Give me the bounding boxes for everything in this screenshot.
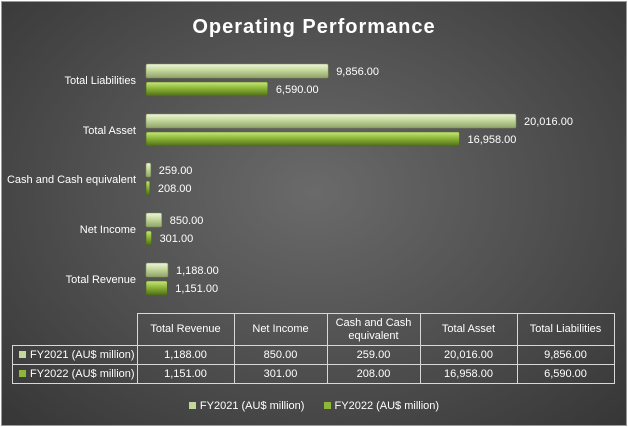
bar-fy2022: [145, 81, 269, 97]
legend-label: FY2022 (AU$ million): [334, 400, 440, 412]
data-label: 20,016.00: [524, 116, 573, 128]
category-label: Net Income: [80, 224, 136, 236]
data-label: 850.00: [170, 215, 204, 227]
legend-label: FY2021 (AU$ million): [199, 400, 305, 412]
table-cell: 1,151.00: [136, 364, 235, 384]
table-cell: 20,016.00: [419, 345, 518, 365]
data-label: 1,188.00: [176, 265, 219, 277]
category-label: Total Revenue: [66, 274, 136, 286]
legend-key-icon: [323, 402, 331, 409]
legend-key-icon: [19, 351, 26, 358]
bar-fy2021: [145, 63, 329, 79]
table-cell: 6,590.00: [516, 364, 615, 384]
data-label: 16,958.00: [467, 134, 516, 146]
table-cell: 850.00: [233, 345, 328, 365]
bar-fy2022: [145, 230, 152, 246]
header-total-revenue: Total Revenue: [136, 313, 235, 346]
table-cell: 208.00: [326, 364, 421, 384]
bar-plot: Total Revenue 1,188.00 1,151.00 Net Income 8…: [7, 63, 573, 296]
legend-item-fy2021: FY2021 (AU$ million): [188, 400, 305, 412]
data-label: 9,856.00: [336, 66, 379, 78]
legend-key-icon: [188, 402, 196, 409]
table-row: FY2021 (AU$ million) 1,188.00 850.00 259…: [12, 345, 615, 365]
row-label: FY2021 (AU$ million): [30, 349, 135, 361]
table-cell: 16,958.00: [419, 364, 518, 384]
data-label: 1,151.00: [175, 283, 218, 295]
category-label: Cash and Cash equivalent: [7, 174, 136, 186]
table-cell: 9,856.00: [516, 345, 615, 365]
table-cell: 259.00: [326, 345, 421, 365]
data-label: 6,590.00: [276, 84, 319, 96]
header-cash: Cash and Cash equivalent: [326, 313, 421, 346]
bar-fy2021: [145, 162, 152, 178]
data-table-corner: [12, 313, 138, 346]
bar-fy2022: [145, 280, 168, 296]
table-cell: 1,188.00: [136, 345, 235, 365]
data-table-header-row: Total Revenue Net Income Cash and Cash e…: [12, 313, 615, 346]
table-row: FY2022 (AU$ million) 1,151.00 301.00 208…: [12, 364, 615, 384]
data-label: 301.00: [160, 233, 194, 245]
bar-fy2022: [145, 180, 151, 196]
data-label: 208.00: [158, 183, 192, 195]
data-label: 259.00: [159, 165, 193, 177]
category-label: Total Liabilities: [64, 75, 136, 87]
legend-item-fy2022: FY2022 (AU$ million): [323, 400, 440, 412]
chart-legend: FY2021 (AU$ million) FY2022 (AU$ million…: [2, 400, 626, 412]
bar-fy2021: [145, 212, 163, 228]
chart-title: Operating Performance: [192, 16, 436, 38]
data-table: Total Revenue Net Income Cash and Cash e…: [12, 313, 615, 384]
bar-fy2021: [145, 113, 517, 129]
row-header-fy2021: FY2021 (AU$ million): [12, 345, 138, 365]
bar-fy2022: [145, 131, 460, 147]
header-total-liabilities: Total Liabilities: [516, 313, 615, 346]
legend-key-icon: [19, 370, 26, 377]
bar-fy2021: [145, 262, 169, 278]
header-total-asset: Total Asset: [419, 313, 518, 346]
row-header-fy2022: FY2022 (AU$ million): [12, 364, 138, 384]
table-cell: 301.00: [233, 364, 328, 384]
category-label: Total Asset: [83, 125, 136, 137]
row-label: FY2022 (AU$ million): [30, 368, 135, 380]
header-net-income: Net Income: [233, 313, 328, 346]
